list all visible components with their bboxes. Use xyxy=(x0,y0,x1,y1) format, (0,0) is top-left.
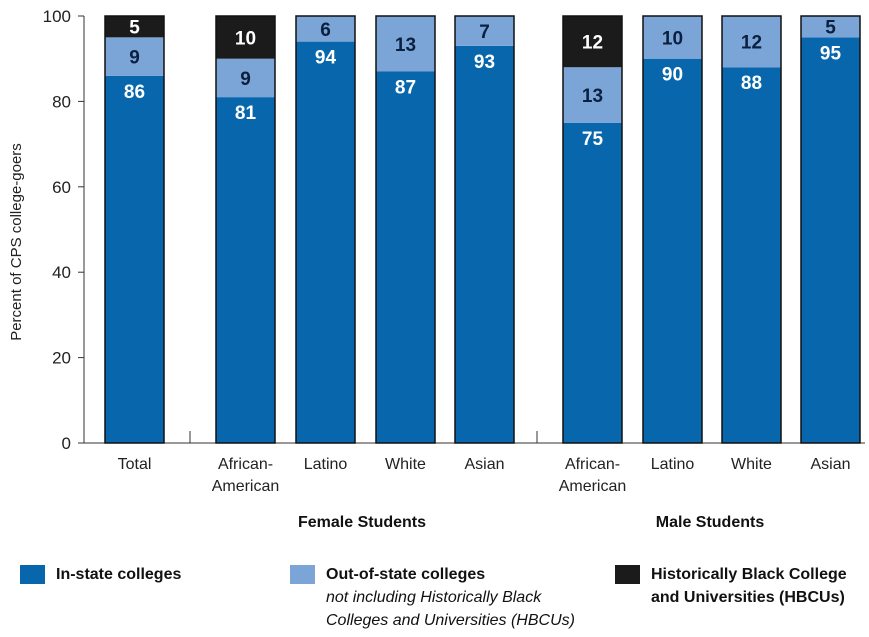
bar-segment xyxy=(216,58,275,98)
bar-segment xyxy=(376,16,435,72)
bar-segment xyxy=(563,67,622,123)
y-axis-label: Percent of CPS college-goers xyxy=(8,143,25,341)
bar-segment xyxy=(216,97,275,443)
bar-segment xyxy=(455,45,514,443)
category-label: Asian xyxy=(464,456,504,473)
category-label: African- xyxy=(218,456,273,473)
category-label: American xyxy=(559,478,627,495)
bar-segment xyxy=(296,41,355,444)
bar-segment xyxy=(801,16,860,38)
legend-swatch-in-state xyxy=(20,565,45,584)
bar-segment xyxy=(722,16,781,68)
legend-sublabel-line-1: not including Historically Black xyxy=(326,589,542,606)
category-label: Latino xyxy=(651,456,695,473)
legend-swatch-out-of-state xyxy=(290,565,315,584)
group-label: Male Students xyxy=(656,514,765,531)
bar-segment xyxy=(643,16,702,59)
data-label: 6 xyxy=(320,20,331,41)
bar-segment xyxy=(105,75,164,443)
data-label: 5 xyxy=(129,18,140,39)
category-label: White xyxy=(731,456,772,473)
data-label: 10 xyxy=(235,28,256,49)
bar-outline xyxy=(215,15,276,444)
bar-segment xyxy=(105,16,164,38)
bar-segment xyxy=(296,16,355,42)
legend-label-out-of-state: Out-of-state colleges xyxy=(326,566,486,583)
y-tick-label: 100 xyxy=(43,7,71,26)
y-tick-label: 20 xyxy=(52,349,71,368)
data-label: 9 xyxy=(129,48,140,69)
bar-outline xyxy=(375,15,436,444)
legend-item-hbcu: Historically Black College and Universit… xyxy=(615,563,847,609)
y-tick-label: 0 xyxy=(62,434,71,453)
data-label: 10 xyxy=(662,28,683,49)
legend-label-hbcu-line-1: Historically Black College xyxy=(651,566,847,583)
bar-outline xyxy=(642,15,703,444)
category-label: Total xyxy=(118,456,152,473)
data-label: 12 xyxy=(741,33,762,54)
bar-outline xyxy=(800,15,861,444)
data-label: 93 xyxy=(474,52,495,73)
bar-outline xyxy=(562,15,623,444)
data-label: 88 xyxy=(741,73,762,94)
data-label: 95 xyxy=(820,43,842,64)
data-label: 87 xyxy=(395,78,416,99)
category-label: Asian xyxy=(810,456,850,473)
bar-segment xyxy=(643,58,702,443)
data-label: 86 xyxy=(124,82,145,103)
bar-segment xyxy=(216,16,275,59)
bar-outline xyxy=(104,15,165,444)
bar-outline xyxy=(454,15,515,444)
category-label: White xyxy=(385,456,426,473)
data-label: 75 xyxy=(582,129,604,150)
bar-segment xyxy=(801,37,860,443)
legend-item-out-of-state: Out-of-state colleges not including Hist… xyxy=(290,563,575,632)
data-label: 12 xyxy=(582,33,603,54)
category-label: African- xyxy=(565,456,620,473)
legend-swatch-hbcu xyxy=(615,565,640,584)
category-label: American xyxy=(212,478,280,495)
data-label: 81 xyxy=(235,103,257,124)
data-label: 90 xyxy=(662,65,683,86)
legend-sublabel-line-2: Colleges and Universities (HBCUs) xyxy=(326,612,575,629)
category-label: Latino xyxy=(304,456,348,473)
bar-segment xyxy=(563,122,622,443)
bar-segment xyxy=(722,67,781,444)
bar-outline xyxy=(295,15,356,444)
data-label: 5 xyxy=(825,18,836,39)
data-label: 7 xyxy=(479,22,490,43)
data-label: 13 xyxy=(582,86,603,107)
bar-segment xyxy=(563,16,622,68)
group-label: Female Students xyxy=(298,514,426,531)
legend-label-hbcu-line-2: and Universities (HBCUs) xyxy=(651,589,845,606)
data-label: 9 xyxy=(240,69,251,90)
y-tick-label: 60 xyxy=(52,178,71,197)
bar-segment xyxy=(105,37,164,76)
bar-outline xyxy=(721,15,782,444)
legend-item-in-state: In-state colleges xyxy=(20,563,181,586)
data-label: 13 xyxy=(395,35,416,56)
bar-segment xyxy=(376,71,435,443)
data-label: 94 xyxy=(315,48,337,69)
y-tick-label: 80 xyxy=(52,92,71,111)
bar-segment xyxy=(455,16,514,46)
y-tick-label: 40 xyxy=(52,263,71,282)
legend-label-in-state: In-state colleges xyxy=(56,566,182,583)
